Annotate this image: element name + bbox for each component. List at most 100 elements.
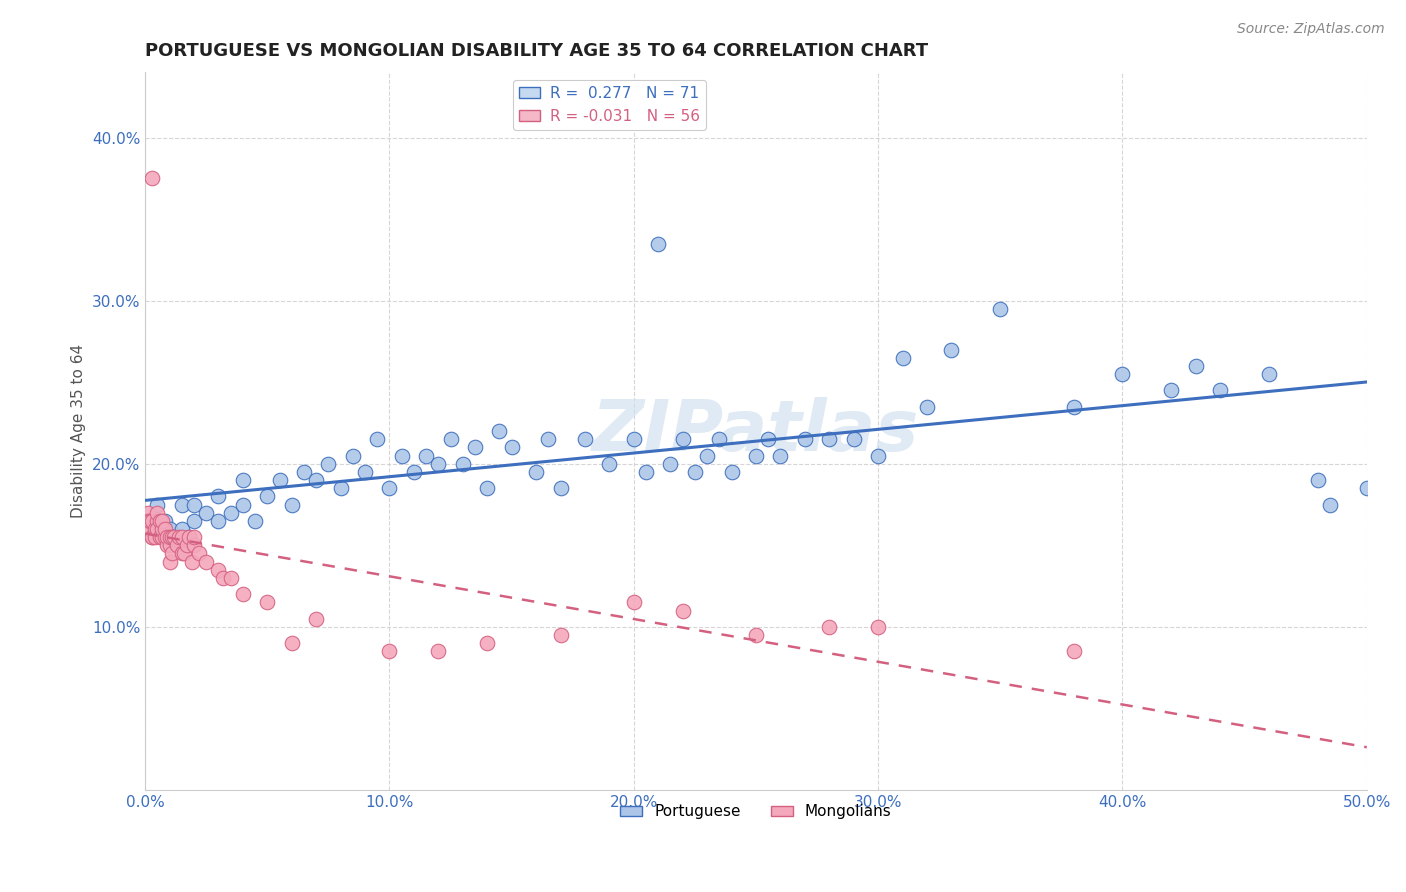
Point [173,546,195,560]
Point [1209,384,1232,398]
Point [647,236,669,251]
Point [672,433,695,447]
Point [160,530,183,544]
Point [745,449,768,463]
Point [318,457,340,471]
Point [136,506,159,520]
Point [427,644,450,658]
Point [232,498,254,512]
Point [195,555,218,569]
Point [451,457,474,471]
Text: PORTUGUESE VS MONGOLIAN DISABILITY AGE 35 TO 64 CORRELATION CHART: PORTUGUESE VS MONGOLIAN DISABILITY AGE 3… [145,42,928,60]
Point [141,530,163,544]
Point [139,514,162,528]
Point [477,481,499,495]
Point [170,530,193,544]
Point [141,514,163,528]
Point [342,449,364,463]
Point [366,433,388,447]
Point [169,530,191,544]
Point [598,457,620,471]
Point [183,514,205,528]
Point [146,498,169,512]
Point [136,514,159,528]
Point [329,481,352,495]
Point [207,489,229,503]
Point [159,522,181,536]
Point [176,538,198,552]
Point [156,538,179,552]
Point [256,595,278,609]
Point [212,571,235,585]
Point [634,465,657,479]
Point [183,538,205,552]
Point [550,628,572,642]
Point [1111,367,1133,381]
Point [187,546,209,560]
Point [1258,367,1281,381]
Point [153,522,176,536]
Point [207,514,229,528]
Point [672,603,695,617]
Point [292,465,315,479]
Point [219,506,242,520]
Point [988,301,1011,316]
Point [941,343,963,357]
Point [868,449,890,463]
Point [163,530,186,544]
Point [170,546,193,560]
Point [1063,400,1085,414]
Point [256,489,278,503]
Point [170,498,193,512]
Point [1160,384,1182,398]
Point [183,530,205,544]
Y-axis label: Disability Age 35 to 64: Disability Age 35 to 64 [72,344,86,518]
Point [195,506,218,520]
Point [179,530,201,544]
Point [269,473,291,487]
Point [232,587,254,601]
Point [464,441,486,455]
Point [756,433,779,447]
Point [183,498,205,512]
Point [149,530,172,544]
Point [818,433,841,447]
Point [378,644,401,658]
Text: Source: ZipAtlas.com: Source: ZipAtlas.com [1237,22,1385,37]
Point [623,595,645,609]
Point [153,530,176,544]
Point [1355,481,1378,495]
Point [243,514,266,528]
Point [150,514,173,528]
Point [146,514,169,528]
Point [1306,473,1329,487]
Point [170,522,193,536]
Point [391,449,413,463]
Point [1319,498,1341,512]
Point [305,473,328,487]
Point [139,522,162,536]
Point [439,433,461,447]
Point [745,628,768,642]
Point [219,571,242,585]
Point [281,636,304,650]
Point [141,171,163,186]
Point [149,514,172,528]
Point [150,530,173,544]
Point [696,449,718,463]
Point [537,433,560,447]
Point [842,433,865,447]
Point [159,530,181,544]
Point [477,636,499,650]
Point [150,522,173,536]
Point [153,514,176,528]
Point [501,441,523,455]
Point [146,522,169,536]
Point [143,530,166,544]
Point [683,465,706,479]
Legend: Portuguese, Mongolians: Portuguese, Mongolians [614,798,897,825]
Point [720,465,742,479]
Point [415,449,437,463]
Point [305,612,328,626]
Point [378,481,401,495]
